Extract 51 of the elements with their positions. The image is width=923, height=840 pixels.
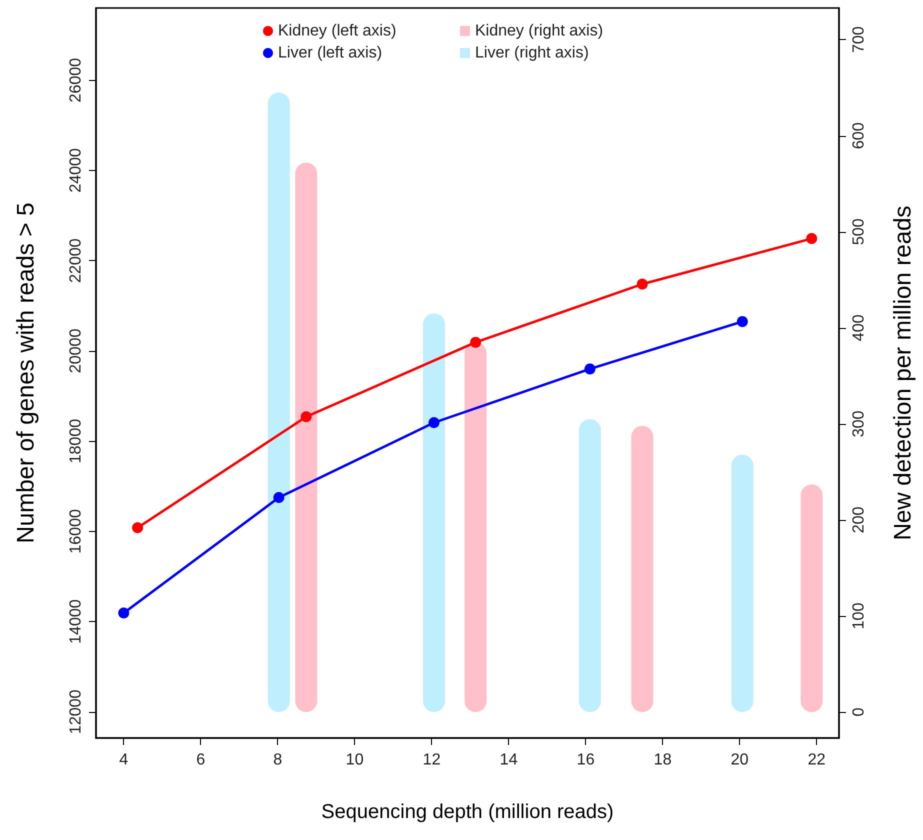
- bar: [295, 162, 318, 712]
- bar: [464, 342, 487, 712]
- point: [132, 522, 144, 534]
- x-tick-label: 22: [808, 752, 826, 768]
- x-tick-label: 4: [119, 752, 128, 768]
- x-tick-label: 10: [346, 752, 364, 768]
- point: [300, 411, 312, 422]
- y2-axis-title: New detection per million reads: [890, 206, 916, 540]
- point: [428, 417, 440, 428]
- point: [118, 608, 130, 619]
- legend-label: Liver (left axis): [278, 44, 382, 62]
- x-tick-label: 18: [654, 752, 672, 768]
- x-tick-label: 14: [500, 752, 518, 768]
- point: [584, 363, 596, 374]
- bar: [800, 484, 823, 712]
- bar: [631, 426, 654, 712]
- point: [636, 278, 648, 290]
- bar: [423, 313, 446, 712]
- y2-tick-label: 0: [850, 708, 868, 717]
- bar: [731, 454, 754, 712]
- point: [470, 336, 482, 348]
- y2-tick-label: 500: [850, 218, 868, 246]
- point: [736, 316, 748, 328]
- point: [273, 492, 284, 504]
- y-tick-label: 26000: [68, 58, 84, 102]
- x-tick-label: 20: [730, 752, 749, 768]
- legend-label: Liver (right axis): [475, 44, 589, 62]
- bar: [578, 419, 601, 712]
- point: [806, 233, 818, 244]
- y2-tick-label: 100: [850, 602, 868, 630]
- x-tick-label: 8: [273, 752, 282, 768]
- x-axis-title: Sequencing depth (million reads): [321, 801, 614, 823]
- y2-tick-label: 400: [850, 314, 868, 342]
- y-tick-label: 22000: [68, 238, 84, 283]
- y-tick-label: 20000: [68, 328, 84, 374]
- x-tick-label: 16: [576, 752, 595, 768]
- y-tick-label: 16000: [68, 509, 84, 554]
- x-tick-label: 12: [422, 752, 441, 768]
- bar: [268, 92, 290, 712]
- legend-label: Kidney (right axis): [475, 22, 604, 40]
- y2-tick-label: 600: [850, 122, 868, 150]
- y2-tick-label: 700: [850, 26, 868, 54]
- y2-tick-label: 200: [850, 506, 868, 534]
- y-tick-label: 14000: [68, 599, 84, 644]
- legend-label: Kidney (left axis): [278, 22, 396, 40]
- x-tick-label: 6: [196, 752, 206, 768]
- y-axis-title: Number of genes with reads > 5: [12, 202, 40, 544]
- y-tick-label: 18000: [68, 418, 84, 464]
- y-tick-label: 12000: [68, 689, 84, 734]
- y2-tick-label: 300: [850, 410, 868, 438]
- y-tick-label: 24000: [68, 148, 84, 193]
